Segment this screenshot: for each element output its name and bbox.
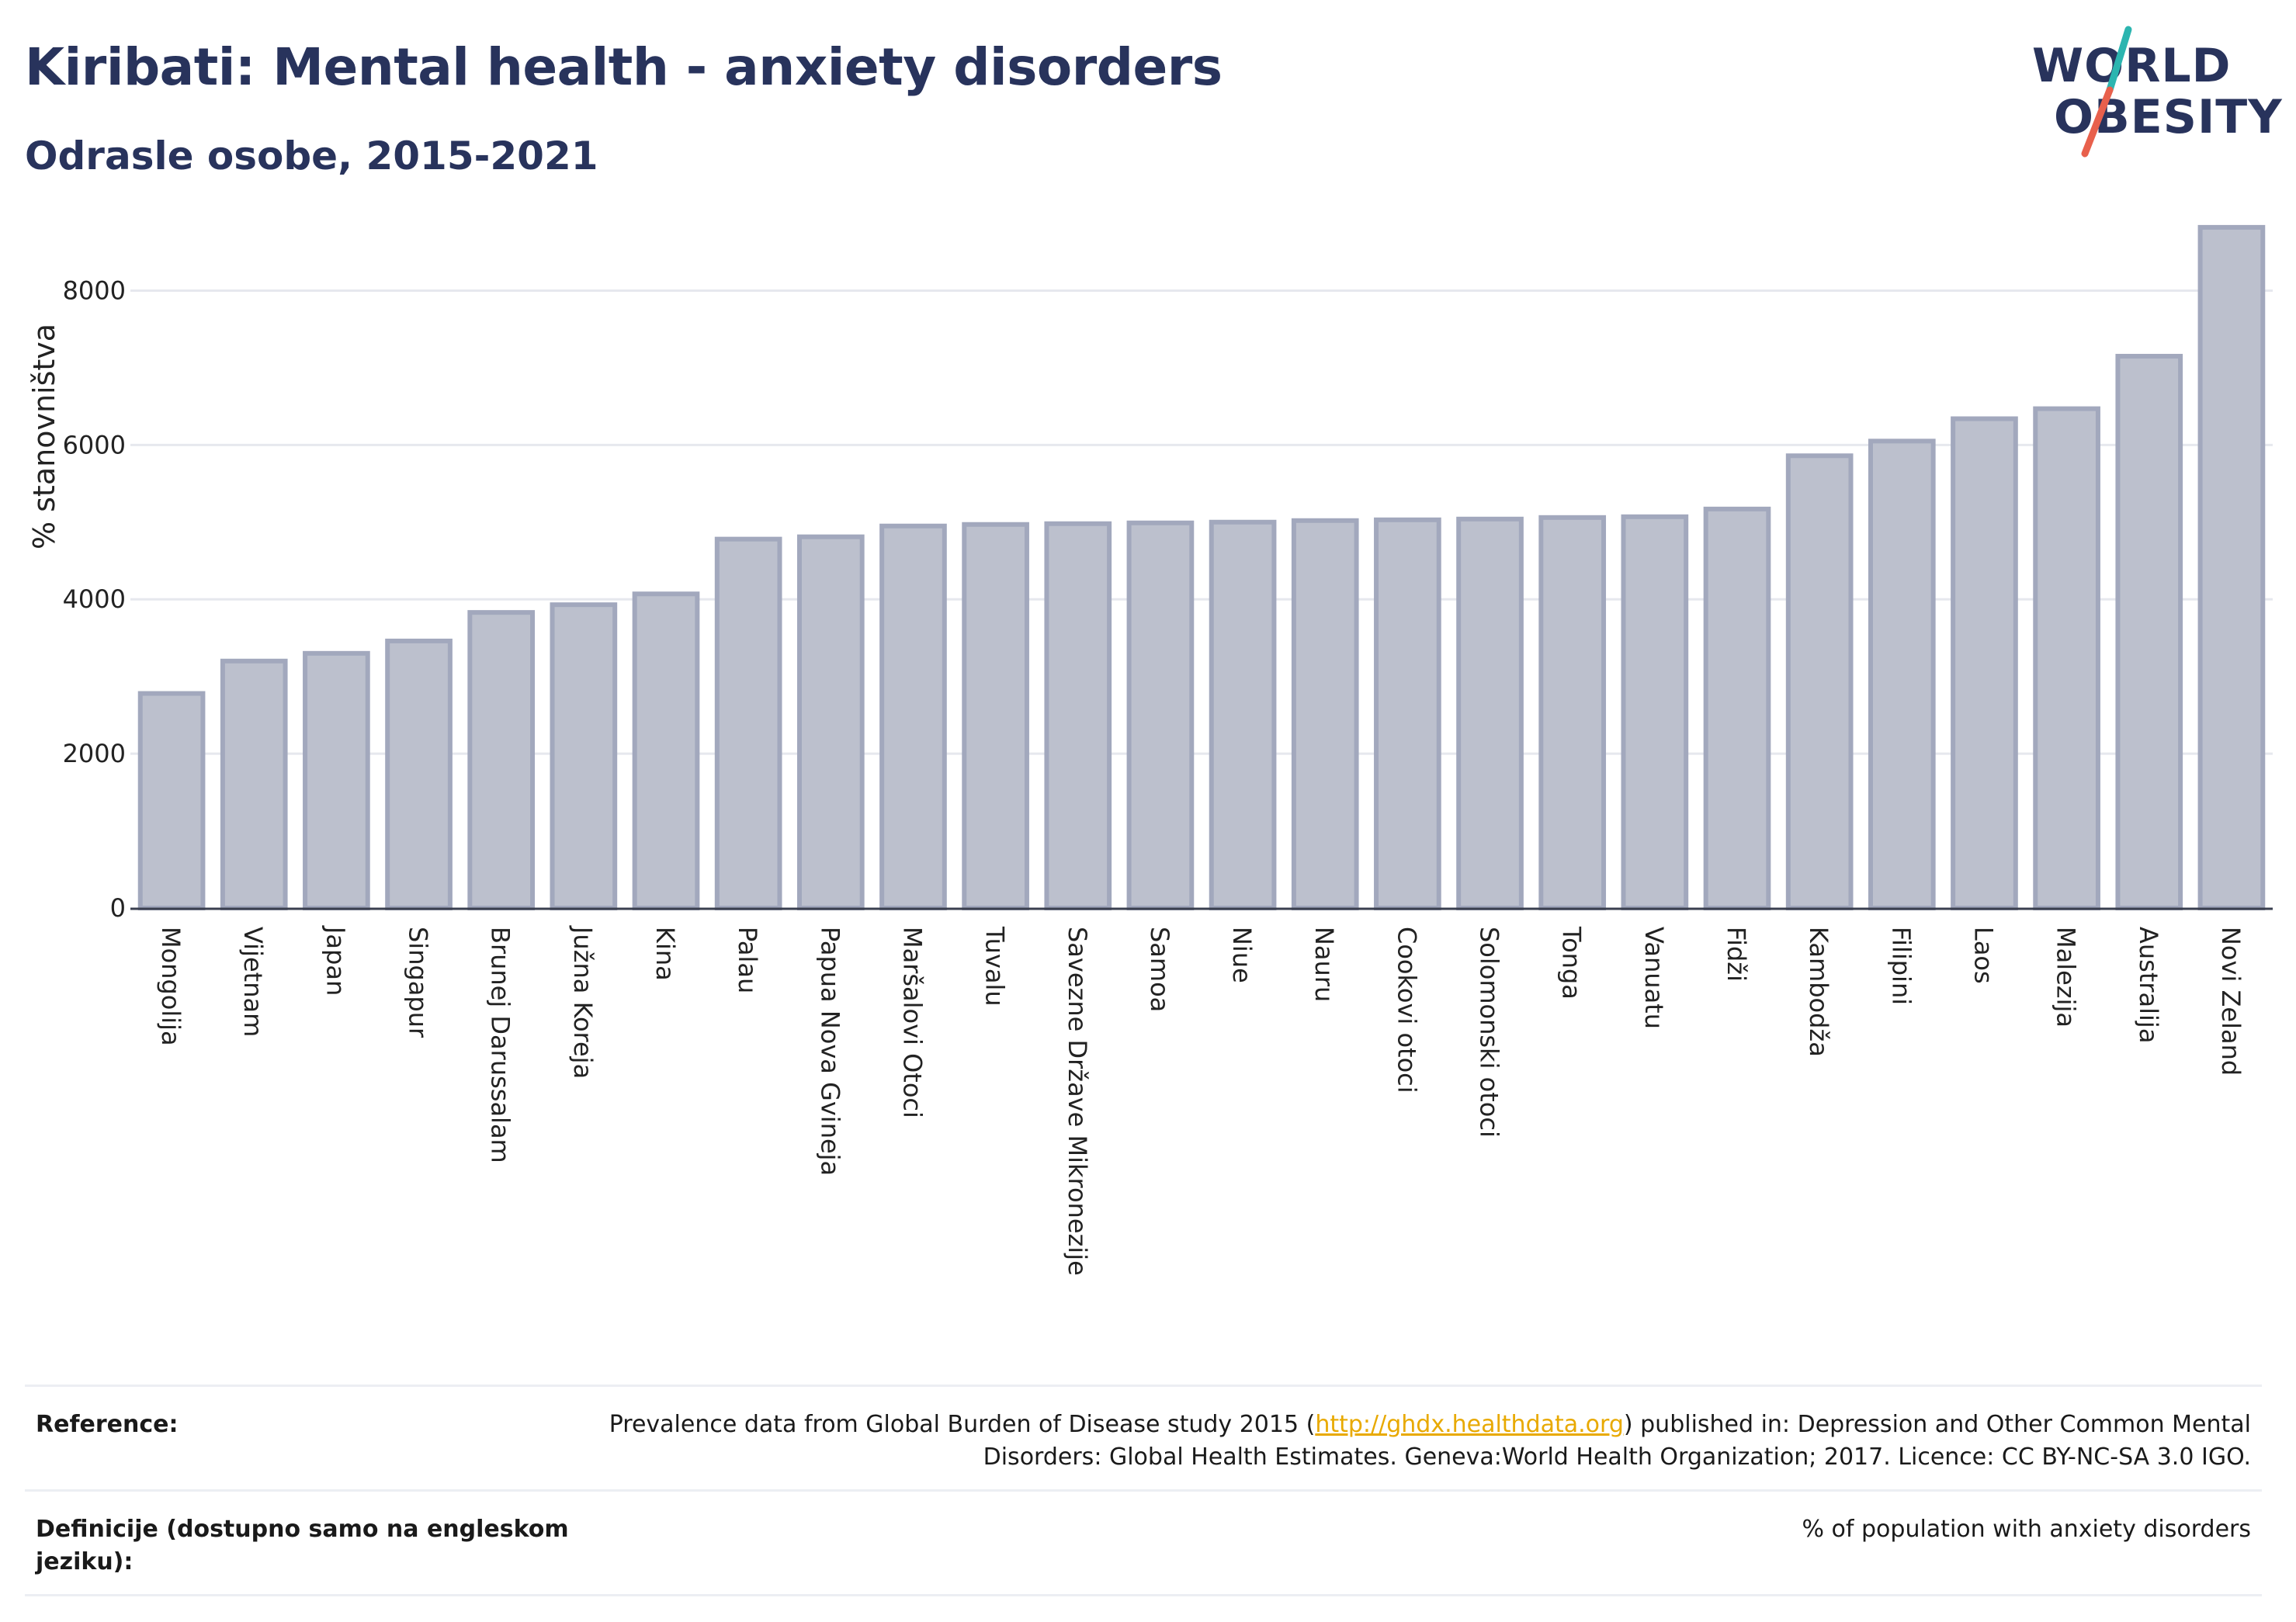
bars [137, 224, 2266, 911]
bar[interactable] [1291, 518, 1359, 910]
x-category-label: Nauru [1309, 927, 1339, 1002]
bar[interactable] [879, 523, 947, 910]
x-category-label: Fidži [1722, 927, 1751, 982]
x-category-label: Japan [321, 925, 350, 996]
x-category-label: Kina [650, 927, 680, 981]
bar[interactable] [2197, 224, 2266, 910]
reference-row: Reference: Prevalence data from Global B… [25, 1385, 2262, 1489]
x-category-label: Cookovi otoci [1392, 927, 1421, 1093]
x-category-label: Tonga [1557, 926, 1587, 1000]
x-category-label: Maršalovi Otoci [897, 927, 927, 1118]
bar-chart: 0 2000 4000 6000 8000 Mongolija Vijetnam Japan… [27, 224, 2273, 1276]
bar[interactable] [1703, 506, 1771, 910]
x-category-label: Solomonski otoci [1475, 927, 1504, 1138]
bar[interactable] [550, 602, 618, 911]
logo-line-1: WORLD [2032, 39, 2232, 93]
bar[interactable] [1621, 514, 1689, 910]
bar[interactable] [962, 522, 1029, 910]
bar[interactable] [2115, 353, 2183, 910]
reference-text-before: Prevalence data from Global Burden of Di… [609, 1411, 1316, 1438]
x-category-label: Laos [1968, 927, 1998, 984]
chart-subtitle: Odrasle osobe, 2015-2021 [25, 133, 598, 178]
bar[interactable] [1785, 453, 1854, 910]
bar[interactable] [1868, 438, 1936, 910]
x-category-label: Vijetnam [238, 927, 268, 1037]
bar[interactable] [385, 638, 453, 911]
x-category-label: Palau [733, 927, 762, 993]
definition-text: % of population with anxiety disorders [1802, 1516, 2251, 1543]
x-category-label: Novi Zeland [2216, 927, 2246, 1076]
bar[interactable] [1374, 517, 1441, 910]
x-category-label: Australija [2134, 927, 2163, 1043]
x-category-label: Filipini [1886, 927, 1916, 1005]
x-category-label: Savezne Države Mikronezije [1063, 927, 1092, 1276]
x-category-label: Kambodža [1804, 927, 1833, 1057]
bar[interactable] [796, 534, 865, 911]
bar[interactable] [714, 536, 782, 911]
bar[interactable] [1456, 516, 1524, 910]
x-category-label: Papua Nova Gvineja [815, 927, 845, 1176]
bar[interactable] [2033, 406, 2100, 910]
x-category-label: Južna Koreja [568, 925, 598, 1079]
reference-link[interactable]: http://ghdx.healthdata.org [1315, 1411, 1624, 1438]
x-axis-category-labels: Mongolija Vijetnam Japan Singapur Brunej Dar… [156, 925, 2246, 1276]
x-category-label: Malezija [2051, 927, 2081, 1028]
bar[interactable] [1126, 520, 1195, 910]
x-category-label: Samoa [1145, 927, 1174, 1012]
bar[interactable] [1209, 519, 1277, 910]
y-axis-ticks: 0 2000 4000 6000 8000 [63, 276, 126, 923]
bar[interactable] [137, 691, 206, 910]
bar[interactable] [220, 658, 288, 910]
reference-text: Prevalence data from Global Burden of Di… [582, 1409, 2251, 1474]
x-category-label: Singapur [404, 927, 433, 1038]
y-tick-label: 4000 [63, 584, 126, 614]
x-category-label: Mongolija [156, 927, 186, 1046]
x-category-label: Brunej Darussalam [486, 927, 515, 1163]
x-category-label: Tuvalu [980, 926, 1010, 1007]
x-category-label: Vanuatu [1639, 927, 1669, 1029]
bar[interactable] [1044, 521, 1112, 910]
definition-label: Definicije (dostupno samo na engleskom j… [36, 1516, 569, 1575]
y-axis-label: % stanovništva [27, 324, 61, 549]
x-category-label: Niue [1227, 927, 1257, 983]
reference-label: Reference: [36, 1411, 179, 1438]
chart-title: Kiribati: Mental health - anxiety disord… [25, 37, 1223, 97]
y-tick-label: 2000 [63, 739, 126, 768]
logo-slash-icon [2081, 26, 2132, 158]
y-tick-label: 0 [110, 893, 126, 923]
bar[interactable] [1951, 416, 2018, 910]
bar[interactable] [632, 591, 700, 910]
y-tick-label: 6000 [63, 430, 126, 459]
bar[interactable] [1538, 515, 1607, 910]
bar[interactable] [303, 650, 370, 910]
world-obesity-logo[interactable]: WORLD OBESITY [2018, 23, 2282, 163]
reference-text-after: ) published in: Depression and Other Com… [983, 1411, 2251, 1471]
chart-footer: Reference: Prevalence data from Global B… [25, 1385, 2262, 1596]
y-tick-label: 8000 [63, 276, 126, 305]
definition-row: Definicije (dostupno samo na engleskom j… [25, 1489, 2262, 1596]
bar[interactable] [467, 610, 536, 911]
